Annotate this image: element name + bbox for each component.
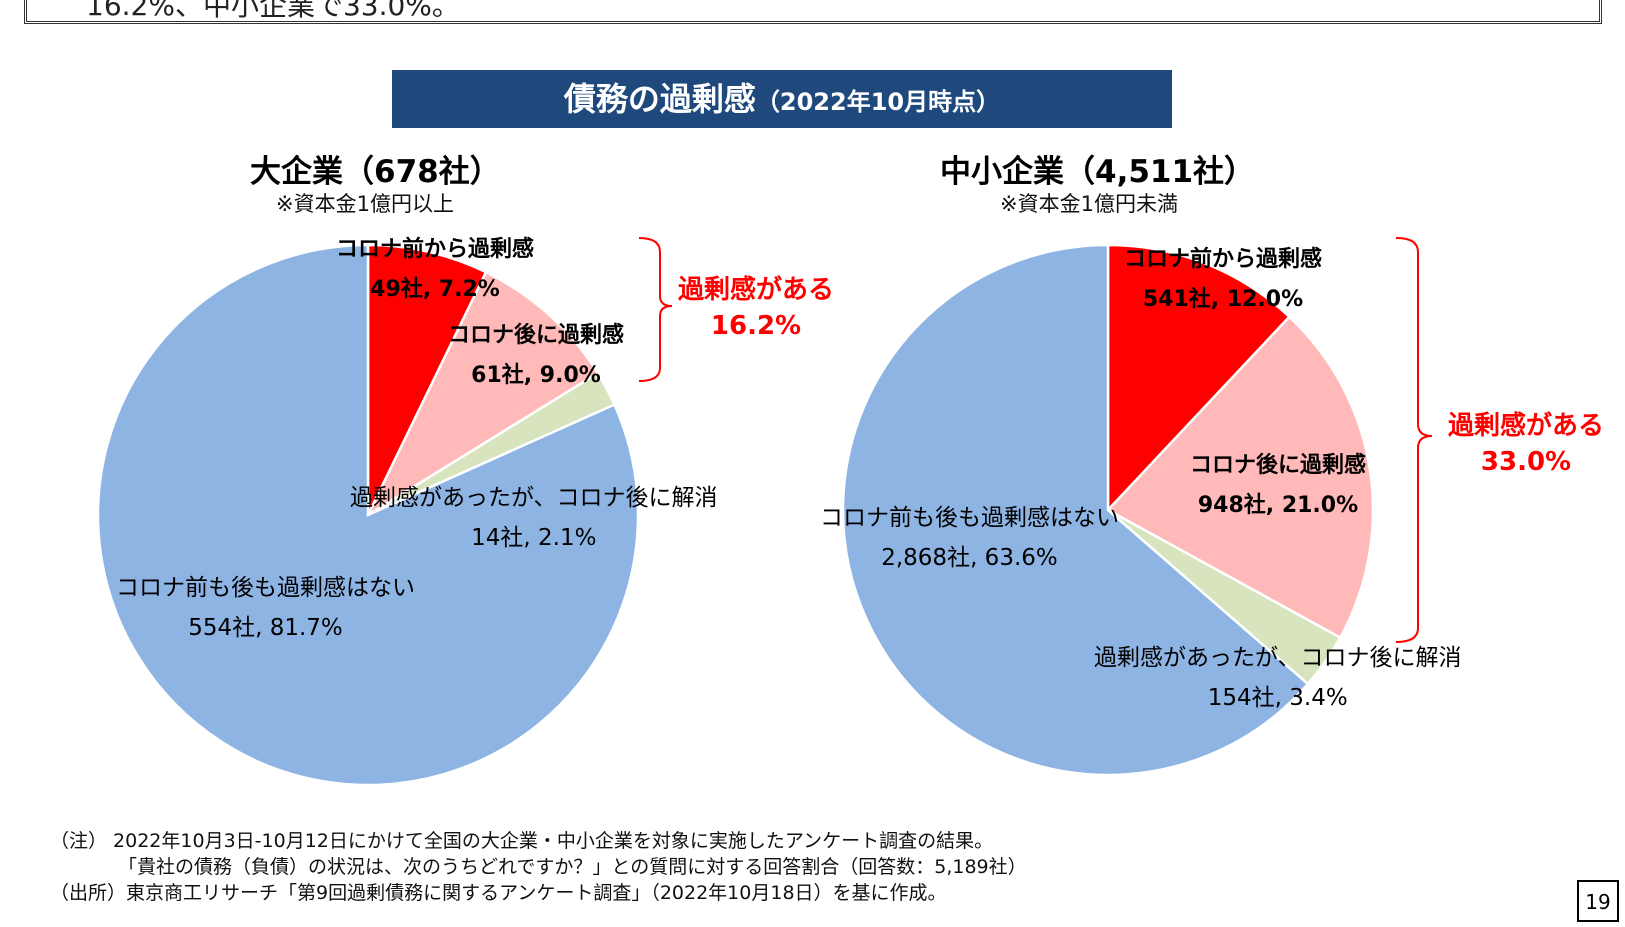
pie-large-label-none: コロナ前も後も過剰感はない 554社, 81.7% (116, 568, 415, 648)
slice-label: 過剰感があったが、コロナ後に解消 (350, 485, 718, 511)
pie-sme-label-resolved: 過剰感があったが、コロナ後に解消 154社, 3.4% (1094, 638, 1462, 718)
pie-slice-after-covid (1105, 315, 1375, 640)
footnote-source: （出所）東京商工リサーチ「第9回過剰債務に関するアンケート調査」（2022年10… (50, 882, 947, 904)
callout-value: 33.0% (1480, 447, 1572, 477)
slice-count: 61社, 9.0% (471, 363, 601, 388)
callout-label: 過剰感がある (1448, 411, 1605, 441)
slice-label: コロナ後に過剰感 (448, 323, 625, 348)
slice-count: 14社, 2.1% (471, 525, 597, 551)
slice-label: 過剰感があったが、コロナ後に解消 (1094, 645, 1462, 671)
pie-sme (841, 243, 1375, 777)
callout-label: 過剰感がある (678, 275, 835, 305)
callout-value: 16.2% (710, 311, 802, 341)
slice-label: コロナ前から過剰感 (336, 237, 535, 262)
pie-sme-callout: 過剰感がある 33.0% (1448, 408, 1604, 480)
pie-slice-before-covid (366, 243, 488, 516)
banner-title: 債務の過剰感 (563, 80, 756, 118)
pie-large (96, 243, 640, 787)
slice-label: コロナ後に過剰感 (1190, 453, 1367, 478)
footnote-note2: 「貴社の債務（負債）の状況は、次のうちどれですか？」との質問に対する回答割合（回… (118, 856, 1027, 878)
pie-large-label-resolved: 過剰感があったが、コロナ後に解消 14社, 2.1% (350, 478, 718, 558)
pie-slice-none (96, 243, 640, 787)
pie-title-sme: 中小企業（4,511社） (940, 154, 1256, 190)
pie-note-sme: ※資本金1億円未満 (1000, 192, 1178, 216)
pie-slice-before-covid (1106, 243, 1292, 514)
banner-subtitle: （2022年10月時点） (755, 88, 1001, 116)
pie-sme-label-none: コロナ前も後も過剰感はない 2,868社, 63.6% (820, 498, 1119, 578)
bracket-large (638, 237, 673, 382)
pie-sme-label-before: コロナ前から過剰感 541社, 12.0% (1124, 240, 1322, 320)
summary-text: 16.2%、中小企業で33.0%。 (86, 0, 460, 22)
pie-large-callout: 過剰感がある 16.2% (678, 272, 834, 344)
footnote-note1: （注） 2022年10月3日-10月12日にかけて全国の大企業・中小企業を対象に… (50, 830, 994, 852)
slice-count: 49社, 7.2% (370, 277, 500, 302)
slice-label: コロナ前から過剰感 (1124, 247, 1323, 272)
pie-note-large: ※資本金1億円以上 (276, 192, 454, 216)
summary-box (24, 0, 1602, 24)
page-number: 19 (1577, 880, 1619, 922)
slice-count: 541社, 12.0% (1142, 287, 1304, 312)
slice-label: コロナ前も後も過剰感はない (116, 575, 415, 601)
slice-count: 154社, 3.4% (1207, 685, 1348, 711)
pie-slice-after-covid (364, 270, 600, 519)
slice-count: 2,868社, 63.6% (881, 545, 1058, 571)
bracket-sme (1395, 237, 1433, 643)
pie-title-large: 大企業（678社） (250, 154, 501, 190)
pie-large-label-after: コロナ後に過剰感 61社, 9.0% (448, 316, 624, 396)
pie-slice-none (841, 243, 1310, 777)
pie-large-label-before: コロナ前から過剰感 49社, 7.2% (336, 230, 534, 310)
slice-count: 554社, 81.7% (188, 615, 343, 641)
slice-label: コロナ前も後も過剰感はない (820, 505, 1119, 531)
pie-sme-label-after: コロナ後に過剰感 948社, 21.0% (1190, 446, 1366, 526)
slice-count: 948社, 21.0% (1197, 493, 1359, 518)
chart-banner: 債務の過剰感（2022年10月時点） (392, 70, 1172, 128)
